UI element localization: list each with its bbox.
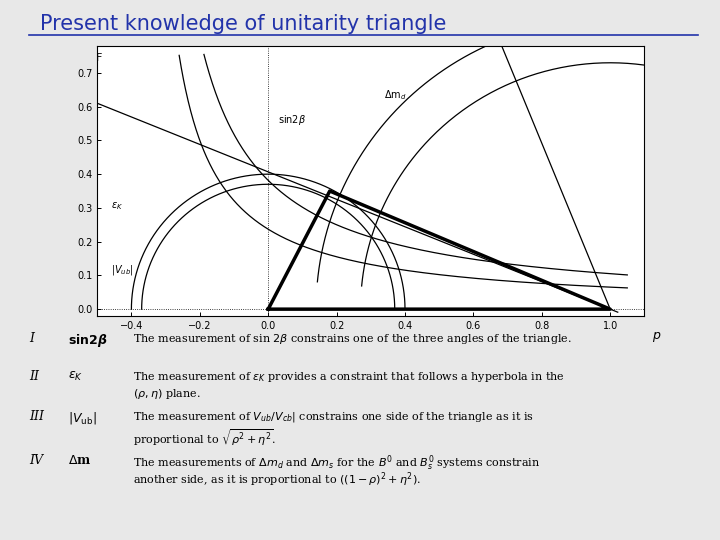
Text: proportional to $\sqrt{\rho^2 + \eta^2}$.: proportional to $\sqrt{\rho^2 + \eta^2}$… (133, 428, 276, 448)
Text: $(\rho, \eta)$ plane.: $(\rho, \eta)$ plane. (133, 387, 201, 401)
Text: I: I (29, 332, 34, 345)
Text: The measurement of $\varepsilon_K$ provides a constraint that follows a hyperbol: The measurement of $\varepsilon_K$ provi… (133, 370, 564, 384)
Text: $|V_\mathrm{ub}|$: $|V_\mathrm{ub}|$ (68, 410, 97, 427)
Text: Present knowledge of unitarity triangle: Present knowledge of unitarity triangle (40, 14, 446, 33)
Text: IV: IV (29, 454, 42, 467)
Text: $\varepsilon_K$: $\varepsilon_K$ (111, 200, 123, 212)
Text: The measurement of $V_{ub}/V_{cb}|$ constrains one side of the triangle as it is: The measurement of $V_{ub}/V_{cb}|$ cons… (133, 410, 534, 424)
Text: II: II (29, 370, 39, 383)
Text: sin2$\beta$: sin2$\beta$ (279, 113, 307, 127)
Text: $\Delta$m$_d$: $\Delta$m$_d$ (384, 88, 407, 102)
Text: The measurements of $\Delta m_d$ and $\Delta m_s$ for the $B^0$ and $B^0_s$ syst: The measurements of $\Delta m_d$ and $\D… (133, 454, 540, 473)
Text: $\varepsilon_K$: $\varepsilon_K$ (68, 370, 84, 383)
Text: The measurement of sin $2\beta$ constrains one of the three angles of the triang: The measurement of sin $2\beta$ constrai… (133, 332, 572, 346)
Text: III: III (29, 410, 44, 423)
Text: F: F (96, 52, 102, 63)
Text: $\Delta$m: $\Delta$m (68, 454, 92, 467)
Text: $|V_{ub}|$: $|V_{ub}|$ (111, 264, 134, 278)
Text: $\mathbf{sin2}\boldsymbol{\beta}$: $\mathbf{sin2}\boldsymbol{\beta}$ (68, 332, 108, 349)
Text: another side, as it is proportional to $((1 - \rho)^2 + \eta^2)$.: another side, as it is proportional to $… (133, 471, 421, 489)
Text: p: p (652, 329, 660, 342)
